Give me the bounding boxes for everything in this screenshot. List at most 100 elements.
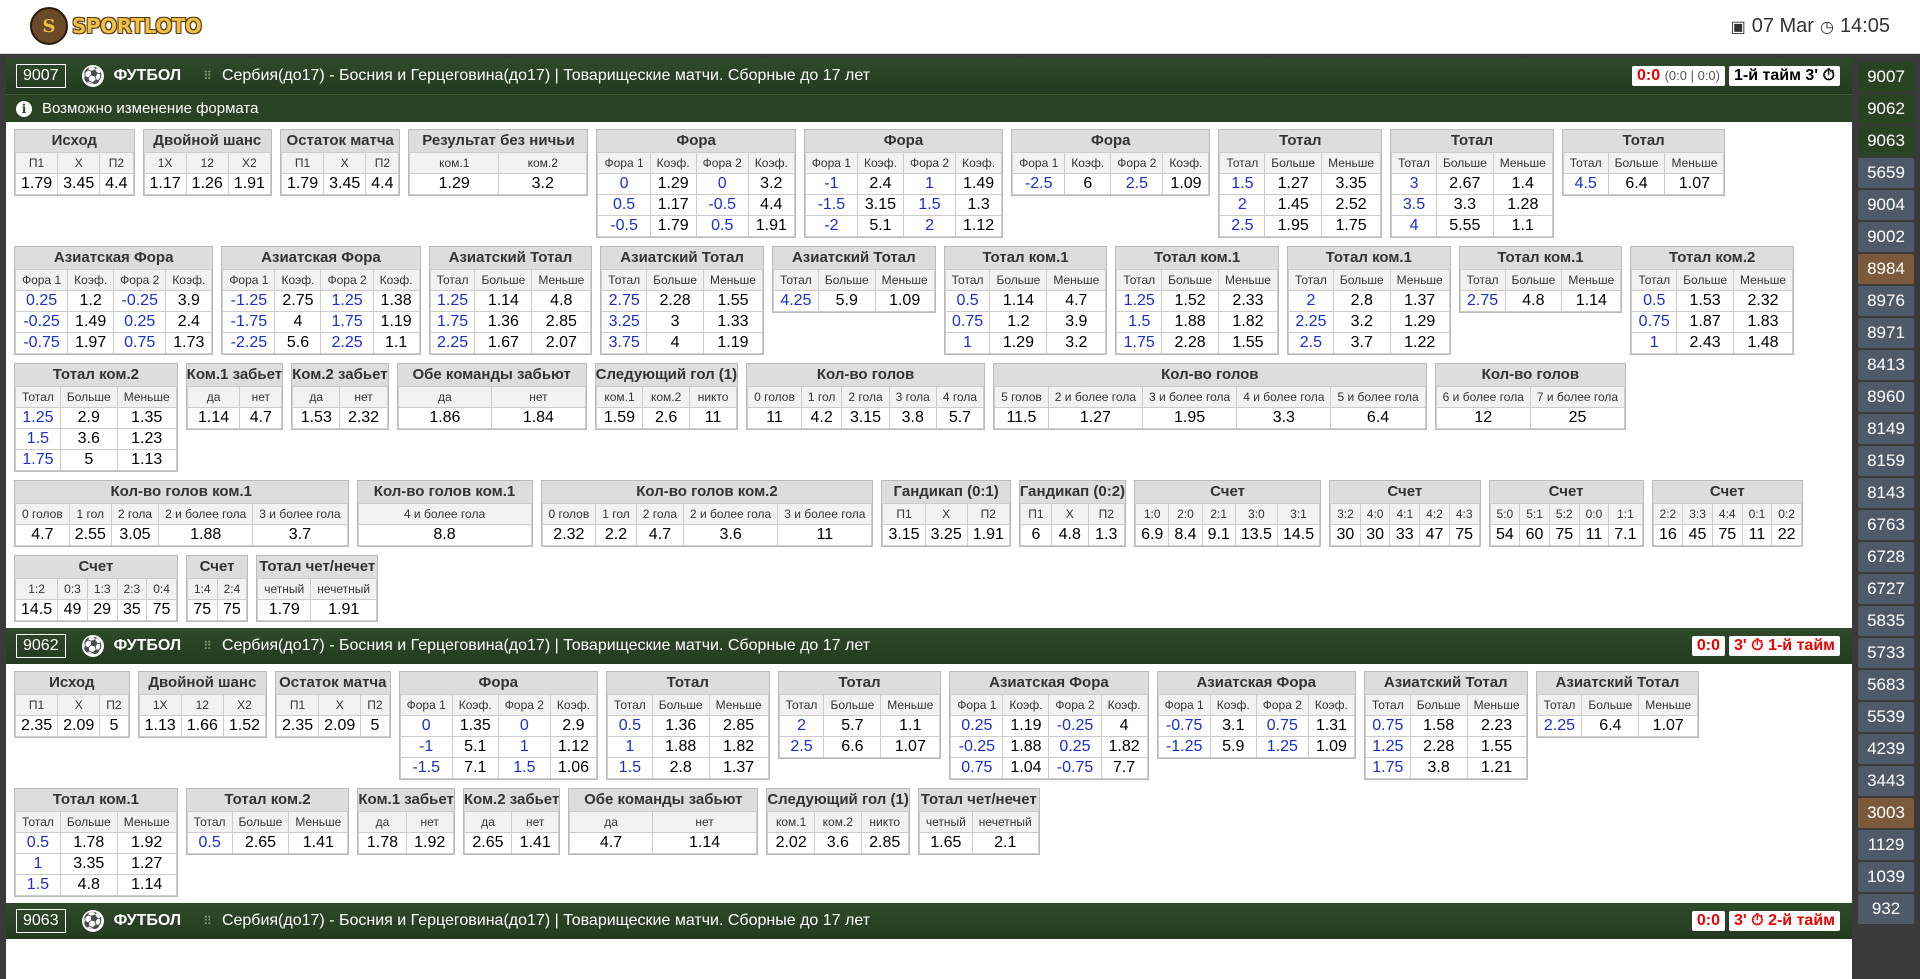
rail-match-link[interactable]: 8143 — [1858, 478, 1914, 508]
odds-cell[interactable]: 30 — [1330, 524, 1361, 546]
odds-cell[interactable]: 2.28 — [1161, 332, 1219, 354]
drag-handle-icon[interactable]: ⠿ — [203, 69, 212, 83]
odds-cell[interactable]: 1.07 — [1638, 715, 1699, 737]
odds-cell[interactable]: 7.1 — [451, 757, 499, 779]
odds-cell[interactable]: 2.52 — [1321, 194, 1382, 216]
odds-cell[interactable]: 1.88 — [1161, 311, 1219, 333]
odds-cell[interactable]: 60 — [1519, 524, 1550, 546]
odds-cell[interactable]: 6 — [1064, 173, 1112, 195]
odds-cell[interactable]: 1.14 — [474, 290, 533, 312]
drag-handle-icon[interactable]: ⠿ — [203, 639, 212, 653]
odds-cell[interactable]: 1.95 — [1141, 407, 1238, 429]
odds-cell[interactable]: 2.65 — [463, 832, 513, 854]
odds-cell[interactable]: 1.29 — [1389, 311, 1450, 333]
odds-cell[interactable]: 54 — [1489, 524, 1521, 546]
rail-match-link[interactable]: 9007 — [1858, 62, 1914, 92]
odds-cell[interactable]: 1.09 — [1307, 736, 1355, 758]
odds-cell[interactable]: 1.52 — [1161, 290, 1219, 312]
odds-cell[interactable]: 1.27 — [116, 853, 177, 875]
odds-cell[interactable]: 1.14 — [116, 874, 177, 896]
odds-cell[interactable]: 1.95 — [1264, 215, 1323, 237]
odds-cell[interactable]: 5.1 — [451, 736, 499, 758]
odds-cell[interactable]: 5.6 — [274, 332, 322, 354]
odds-cell[interactable]: 3.45 — [323, 173, 367, 195]
odds-cell[interactable]: 1.35 — [451, 715, 499, 737]
odds-cell[interactable]: 1.31 — [1307, 715, 1355, 737]
odds-cell[interactable]: 3.6 — [813, 832, 862, 854]
odds-cell[interactable]: 11.5 — [994, 407, 1049, 429]
odds-cell[interactable]: 3.15 — [882, 524, 926, 546]
odds-cell[interactable]: 2.09 — [57, 715, 101, 737]
odds-cell[interactable]: 1.55 — [1218, 332, 1278, 354]
odds-cell[interactable]: 3.2 — [1046, 332, 1107, 354]
odds-cell[interactable]: 1.07 — [880, 736, 941, 758]
rail-match-link[interactable]: 1129 — [1858, 830, 1914, 860]
odds-cell[interactable]: 4.7 — [15, 524, 70, 546]
odds-cell[interactable]: 6.9 — [1135, 524, 1170, 546]
match-id[interactable]: 9063 — [16, 909, 66, 933]
odds-cell[interactable]: 3.9 — [165, 290, 213, 312]
odds-cell[interactable]: 1.13 — [116, 449, 177, 471]
odds-cell[interactable]: 16 — [1652, 524, 1684, 546]
odds-cell[interactable]: 4 — [274, 311, 322, 333]
odds-cell[interactable]: 3.8 — [888, 407, 937, 429]
odds-cell[interactable]: 2.8 — [1332, 290, 1391, 312]
drag-handle-icon[interactable]: ⠿ — [203, 914, 212, 928]
odds-cell[interactable]: 1.36 — [651, 715, 710, 737]
odds-cell[interactable]: 2.07 — [531, 332, 592, 354]
odds-cell[interactable]: 3.35 — [59, 853, 118, 875]
match-header[interactable]: 9062 ⚽ ФУТБОЛ ⠿ Сербия(до17) - Босния и Герц… — [6, 628, 1852, 664]
odds-cell[interactable]: 45 — [1682, 524, 1713, 546]
odds-cell[interactable]: 5.7 — [935, 407, 985, 429]
odds-cell[interactable]: 33 — [1389, 524, 1421, 546]
odds-cell[interactable]: 1.19 — [1002, 715, 1050, 737]
odds-cell[interactable]: 3.05 — [110, 524, 160, 546]
odds-cell[interactable]: 2.33 — [1218, 290, 1278, 312]
rail-match-link[interactable]: 5659 — [1858, 158, 1914, 188]
odds-cell[interactable]: 1.04 — [1002, 757, 1050, 779]
odds-cell[interactable]: 1.97 — [67, 332, 115, 354]
odds-cell[interactable]: 3.1 — [1209, 715, 1257, 737]
rail-match-link[interactable]: 8413 — [1858, 350, 1914, 380]
odds-cell[interactable]: 12 — [1435, 407, 1531, 429]
odds-cell[interactable]: 3.35 — [1321, 173, 1382, 195]
odds-cell[interactable]: 8.8 — [357, 524, 532, 546]
match-header[interactable]: 9063 ⚽ ФУТБОЛ ⠿ Сербия(до17) - Босния и Герц… — [6, 903, 1852, 939]
odds-cell[interactable]: 1.79 — [280, 173, 325, 195]
odds-cell[interactable]: 1.49 — [67, 311, 115, 333]
odds-cell[interactable]: 4.8 — [531, 290, 592, 312]
rail-match-link[interactable]: 932 — [1858, 894, 1914, 924]
odds-cell[interactable]: 1.14 — [989, 290, 1048, 312]
odds-cell[interactable]: 5.1 — [856, 215, 904, 237]
odds-cell[interactable]: 25 — [1529, 407, 1626, 429]
odds-cell[interactable]: 1.35 — [116, 407, 177, 429]
odds-cell[interactable]: 2.43 — [1676, 332, 1735, 354]
odds-cell[interactable]: 1.27 — [1047, 407, 1144, 429]
rail-match-link[interactable]: 8971 — [1858, 318, 1914, 348]
odds-cell[interactable]: 2.6 — [642, 407, 690, 429]
rail-match-link[interactable]: 8149 — [1858, 414, 1914, 444]
odds-cell[interactable]: 1.2 — [989, 311, 1048, 333]
rail-match-link[interactable]: 9004 — [1858, 190, 1914, 220]
odds-cell[interactable]: 4 — [1100, 715, 1148, 737]
odds-cell[interactable]: 1.36 — [474, 311, 533, 333]
odds-cell[interactable]: 1.82 — [1218, 311, 1278, 333]
odds-cell[interactable]: 1.14 — [1561, 290, 1622, 312]
rail-match-link[interactable]: 9063 — [1858, 126, 1914, 156]
odds-cell[interactable]: 1.1 — [880, 715, 941, 737]
odds-cell[interactable]: 2.28 — [646, 290, 704, 312]
odds-cell[interactable]: 1.41 — [288, 832, 349, 854]
odds-cell[interactable]: 1.91 — [227, 173, 271, 195]
odds-cell[interactable]: 11 — [777, 524, 873, 546]
odds-cell[interactable]: 3.25 — [924, 524, 968, 546]
odds-cell[interactable]: 1.1 — [1492, 215, 1553, 237]
odds-cell[interactable]: 29 — [86, 599, 118, 621]
odds-cell[interactable]: 75 — [186, 599, 218, 621]
odds-cell[interactable]: 1.83 — [1733, 311, 1793, 333]
odds-cell[interactable]: 3.15 — [856, 194, 904, 216]
odds-cell[interactable]: 1.3 — [955, 194, 1003, 216]
odds-cell[interactable]: 1.23 — [116, 428, 177, 450]
odds-cell[interactable]: 1.3 — [1087, 524, 1126, 546]
odds-cell[interactable]: 2.28 — [1409, 736, 1468, 758]
odds-cell[interactable]: 4.7 — [1046, 290, 1107, 312]
